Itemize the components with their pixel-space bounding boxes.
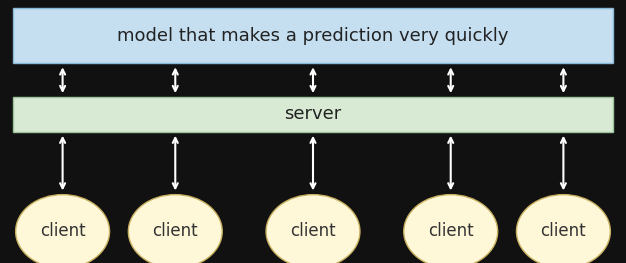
Text: client: client: [153, 222, 198, 240]
Bar: [13, 97, 613, 132]
Text: client: client: [290, 222, 336, 240]
Text: client: client: [428, 222, 473, 240]
Ellipse shape: [128, 195, 222, 263]
Bar: [13, 8, 613, 63]
Text: client: client: [541, 222, 586, 240]
Text: server: server: [284, 105, 342, 123]
Text: model that makes a prediction very quickly: model that makes a prediction very quick…: [117, 27, 509, 44]
Ellipse shape: [16, 195, 110, 263]
Text: client: client: [40, 222, 85, 240]
Ellipse shape: [516, 195, 610, 263]
Ellipse shape: [266, 195, 360, 263]
Ellipse shape: [404, 195, 498, 263]
